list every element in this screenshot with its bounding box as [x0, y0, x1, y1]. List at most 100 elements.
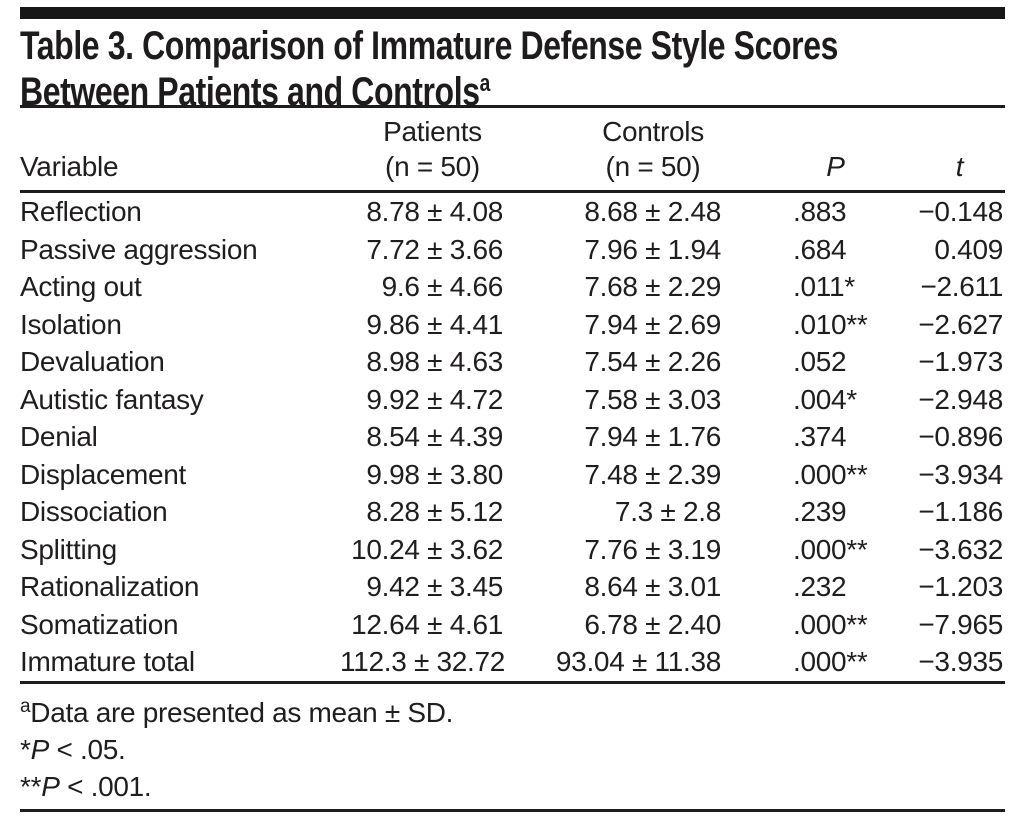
controls-cell: 7.58 ± 3.03	[584, 383, 721, 415]
table-row: Denial 8.54 ± 4.39 7.94 ± 1.76 .374 −0.8…	[20, 418, 1005, 456]
controls-n-label: (n = 50)	[605, 151, 701, 182]
variable-cell: Dissociation	[20, 496, 168, 527]
table-row: Isolation 9.86 ± 4.41 7.94 ± 2.69 .010**…	[20, 306, 1005, 344]
patients-cell: 8.28 ± 5.12	[366, 496, 503, 527]
t-cell: −3.934	[918, 458, 1003, 490]
table-title: Table 3. Comparison of Immature Defense …	[20, 25, 838, 112]
footnote-p-symbol: P	[41, 770, 60, 802]
patients-cell: 10.24 ± 3.62	[351, 533, 503, 565]
patients-cell: 9.92 ± 4.72	[366, 383, 503, 415]
footnote-text: Data are presented as mean ± SD.	[30, 696, 454, 728]
controls-label: Controls	[602, 116, 704, 147]
t-cell: −1.973	[918, 346, 1003, 377]
footnote-p-symbol: P	[30, 733, 50, 765]
patients-cell: 7.72 ± 3.66	[366, 233, 503, 265]
title-footnote-marker: a	[479, 70, 491, 97]
column-header-variable: Variable	[20, 106, 340, 193]
t-cell: −0.148	[918, 196, 1003, 227]
p-cell: .232	[793, 571, 847, 602]
p-label: P	[826, 151, 845, 182]
table-row: Immature total 112.3 ± 32.72 93.04 ± 11.…	[20, 643, 1005, 682]
variable-cell: Passive aggression	[20, 233, 258, 265]
footnote-marker-star: *	[20, 733, 31, 765]
footnote-marker-a: a	[20, 695, 31, 717]
column-header-t: t	[900, 106, 1005, 193]
patients-cell: 8.54 ± 4.39	[366, 421, 503, 452]
t-cell: −1.186	[918, 496, 1003, 527]
t-cell: 0.409	[934, 233, 1003, 265]
controls-cell: 7.48 ± 2.39	[584, 458, 721, 490]
p-cell: .004*	[793, 383, 857, 415]
t-cell: −2.948	[918, 383, 1003, 415]
controls-cell: 8.64 ± 3.01	[584, 571, 721, 602]
p-cell: .374	[793, 421, 847, 452]
t-cell: −2.611	[920, 271, 1003, 302]
column-header-p: P	[723, 106, 900, 193]
column-header-patients: Patients (n = 50)	[340, 106, 505, 193]
p-cell: .011*	[793, 271, 855, 302]
patients-cell: 8.78 ± 4.08	[366, 196, 503, 227]
variable-cell: Somatization	[20, 608, 179, 640]
controls-cell: 7.96 ± 1.94	[584, 233, 721, 265]
t-cell: −2.627	[918, 308, 1003, 340]
t-cell: −7.965	[918, 608, 1003, 640]
table-row: Splitting 10.24 ± 3.62 7.76 ± 3.19 .000*…	[20, 531, 1005, 569]
patients-cell: 8.98 ± 4.63	[366, 346, 503, 377]
p-cell: .000**	[793, 646, 868, 677]
footnote-p05: *P < .05.	[20, 731, 1005, 768]
patients-n-label: (n = 50)	[385, 151, 480, 182]
controls-cell: 7.68 ± 2.29	[584, 271, 721, 302]
footnote-marker-double-star: **	[20, 770, 42, 802]
patients-cell: 9.6 ± 4.66	[381, 271, 504, 302]
variable-cell: Devaluation	[20, 346, 165, 377]
patients-cell: 12.64 ± 4.61	[351, 608, 503, 640]
variable-cell: Rationalization	[20, 571, 200, 602]
variable-cell: Acting out	[20, 271, 142, 302]
title-line2: Between Patients and Controls	[20, 70, 480, 114]
footnote-text: < .05.	[49, 733, 126, 765]
footnote-data: aData are presented as mean ± SD.	[20, 688, 1005, 731]
table-row: Displacement 9.98 ± 3.80 7.48 ± 2.39 .00…	[20, 456, 1005, 494]
footnote-text: < .001.	[59, 770, 152, 802]
comparison-table: Variable Patients (n = 50) Controls (n = 5…	[20, 105, 1005, 684]
table-row: Somatization 12.64 ± 4.61 6.78 ± 2.40 .0…	[20, 606, 1005, 644]
variable-cell: Denial	[20, 421, 98, 452]
p-cell: .239	[793, 496, 847, 527]
controls-cell: 7.94 ± 2.69	[584, 308, 721, 340]
variable-cell: Splitting	[20, 533, 117, 565]
controls-cell: 7.94 ± 1.76	[584, 421, 721, 452]
table-row: Reflection 8.78 ± 4.08 8.68 ± 2.48 .883 …	[20, 192, 1005, 231]
controls-cell: 93.04 ± 11.38	[555, 646, 721, 677]
variable-cell: Autistic fantasy	[20, 383, 204, 415]
t-cell: −3.935	[918, 646, 1003, 677]
variable-cell: Isolation	[20, 308, 122, 340]
patients-cell: 9.42 ± 3.45	[366, 571, 503, 602]
p-cell: .684	[793, 233, 847, 265]
variable-cell: Reflection	[20, 196, 142, 227]
patients-label: Patients	[383, 116, 482, 147]
controls-cell: 7.76 ± 3.19	[584, 533, 721, 565]
footnotes: aData are presented as mean ± SD. *P < .…	[20, 684, 1005, 805]
bottom-rule	[20, 808, 1005, 812]
p-cell: .052	[793, 346, 847, 377]
table-figure: Table 3. Comparison of Immature Defense …	[20, 7, 1005, 812]
top-rule-thick	[20, 7, 1005, 19]
table-row: Devaluation 8.98 ± 4.63 7.54 ± 2.26 .052…	[20, 343, 1005, 381]
footnote-p001: **P < .001.	[20, 768, 1005, 805]
p-cell: .883	[793, 196, 847, 227]
patients-cell: 112.3 ± 32.72	[340, 646, 506, 677]
header-row: Variable Patients (n = 50) Controls (n = 5…	[20, 106, 1005, 193]
p-cell: .010**	[793, 308, 868, 340]
p-cell: .000**	[793, 458, 868, 490]
patients-cell: 9.86 ± 4.41	[366, 308, 503, 340]
column-header-variable-label: Variable	[20, 151, 119, 182]
p-cell: .000**	[793, 608, 868, 640]
table-row: Passive aggression 7.72 ± 3.66 7.96 ± 1.…	[20, 231, 1005, 269]
controls-cell: 7.54 ± 2.26	[584, 346, 721, 377]
t-cell: −3.632	[918, 533, 1003, 565]
p-cell: .000**	[793, 533, 868, 565]
table-row: Rationalization 9.42 ± 3.45 8.64 ± 3.01 …	[20, 568, 1005, 606]
variable-cell: Displacement	[20, 458, 187, 490]
controls-cell: 7.3 ± 2.8	[614, 496, 721, 527]
t-cell: −0.896	[918, 421, 1003, 452]
